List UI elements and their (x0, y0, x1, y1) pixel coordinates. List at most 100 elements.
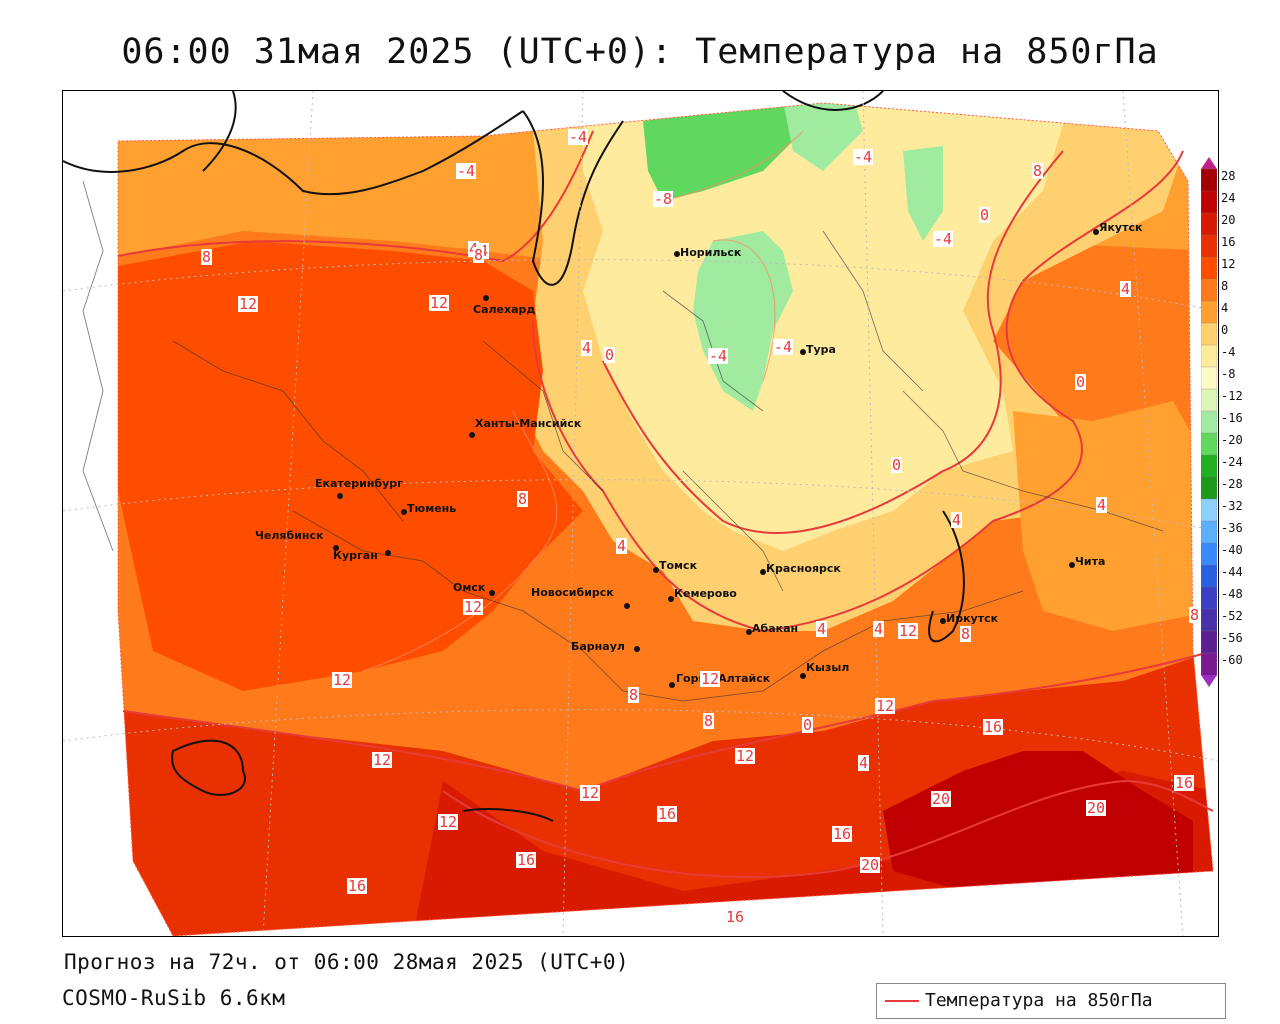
colorbar-swatch (1201, 498, 1217, 522)
colorbar-tick-label: -24 (1221, 455, 1243, 469)
isotherm-label: 8 (960, 625, 972, 643)
isotherm-label: 12 (332, 671, 353, 689)
city-marker (469, 432, 475, 438)
city-marker (760, 569, 766, 575)
colorbar-tick-label: 8 (1221, 279, 1229, 293)
forecast-info: Прогноз на 72ч. от 06:00 28мая 2025 (UTC… (64, 950, 630, 974)
colorbar-swatch (1201, 388, 1217, 412)
city-marker (668, 596, 674, 602)
city-marker (385, 550, 391, 556)
city-marker (337, 493, 343, 499)
colorbar-swatch (1201, 520, 1217, 544)
colorbar-tick-label: 24 (1221, 191, 1236, 205)
city-label: Якутск (1099, 221, 1143, 234)
colorbar-tick-label: -44 (1221, 565, 1243, 579)
city-marker (800, 673, 806, 679)
colorbar-swatch (1201, 300, 1217, 324)
isotherm-label: -4 (933, 230, 954, 248)
colorbar-swatch (1201, 322, 1217, 346)
colorbar-tick-label: -48 (1221, 587, 1243, 601)
isotherm-label: -4 (853, 148, 874, 166)
colorbar-tick-label: -16 (1221, 411, 1243, 425)
isotherm-label: -4 (773, 338, 794, 356)
isotherm-label: 4 (1120, 280, 1132, 298)
colorbar-swatch (1201, 168, 1217, 192)
colorbar-bottom-arrow (1201, 675, 1217, 687)
zone-12-16 (118, 241, 583, 691)
isotherm-label: 16 (1174, 774, 1195, 792)
colorbar-tick-label: -56 (1221, 631, 1243, 645)
isotherm-label: 4 (873, 620, 885, 638)
colorbar-swatch (1201, 454, 1217, 478)
city-marker (333, 545, 339, 551)
isotherm-label: 20 (1086, 799, 1107, 817)
isotherms (117, 130, 1214, 879)
city-label: Новосибирск (531, 586, 614, 599)
colorbar-swatch (1201, 190, 1217, 214)
isotherm-label: 8 (1189, 606, 1201, 624)
city-label: Тура (806, 343, 836, 356)
city-label: Иркутск (946, 612, 999, 625)
colorbar-tick-label: 20 (1221, 213, 1236, 227)
isotherm-label: 8 (517, 490, 529, 508)
city-marker (940, 618, 946, 624)
colorbar-swatch (1201, 586, 1217, 610)
colorbar-swatch (1201, 432, 1217, 456)
isotherm-label: 16 (347, 877, 368, 895)
isotherm-label: -4 (456, 162, 477, 180)
city-marker (401, 509, 407, 515)
city-label: Кемерово (674, 587, 737, 600)
city-marker (669, 682, 675, 688)
city-marker (653, 567, 659, 573)
colorbar-tick-label: 28 (1221, 169, 1236, 183)
legend-line-swatch (885, 1000, 919, 1002)
isotherm-label: 12 (372, 751, 393, 769)
city-marker (624, 603, 630, 609)
colorbar-swatch (1201, 630, 1217, 654)
colorbar-tick-label: -60 (1221, 653, 1243, 667)
colorbar-swatch (1201, 344, 1217, 368)
isotherm-label: 0 (802, 716, 814, 734)
city-label: Курган (333, 549, 378, 562)
city-marker (1093, 229, 1099, 235)
isotherm-label: 12 (700, 670, 721, 688)
isotherm-label: 12 (438, 813, 459, 831)
colorbar-tick-label: -32 (1221, 499, 1243, 513)
map-title: 06:00 31мая 2025 (UTC+0): Температура на… (121, 32, 1159, 72)
colorbar-tick-label: 0 (1221, 323, 1229, 337)
city-label: Томск (659, 559, 698, 572)
colorbar-swatch (1201, 608, 1217, 632)
isotherm-label: 8 (473, 246, 485, 264)
isotherm-label: 12 (238, 295, 259, 313)
isotherm-label: 12 (429, 294, 450, 312)
isotherm-label: 0 (1075, 373, 1087, 391)
colorbar-tick-label: -4 (1221, 345, 1236, 359)
zone-minus4-0 (583, 103, 1073, 551)
isotherm-label: 12 (875, 697, 896, 715)
isotherm-label: 12 (735, 747, 756, 765)
isotherm-label: 8 (703, 712, 715, 730)
city-label: Горно-Алтайск (676, 672, 771, 685)
isotherm-label: 4 (581, 339, 593, 357)
colorbar-swatch (1201, 256, 1217, 280)
isotherm-label: 4 (1096, 496, 1108, 514)
colorbar-swatch (1201, 410, 1217, 434)
city-label: Тюмень (407, 502, 457, 515)
coastlines (63, 91, 965, 822)
model-info: COSMO-RuSib 6.6км (62, 986, 286, 1010)
colorbar-swatch (1201, 652, 1217, 676)
graticule (63, 91, 1218, 936)
map-panel: Салехард Норильск Якутск Тура Ханты-Мансийск… (62, 90, 1219, 937)
city-label: Кызыл (806, 661, 850, 674)
isotherm-label: 16 (657, 805, 678, 823)
isotherm-label: 16 (725, 908, 746, 926)
city-marker (489, 590, 495, 596)
city-marker (800, 349, 806, 355)
colorbar-top-arrow (1201, 157, 1217, 169)
isotherm-label: 8 (628, 686, 640, 704)
isotherm-label: 20 (931, 790, 952, 808)
temperature-map (63, 91, 1218, 936)
city-label: Ханты-Мансийск (475, 417, 582, 430)
isotherm-label: 4 (816, 620, 828, 638)
colorbar-tick-label: -36 (1221, 521, 1243, 535)
